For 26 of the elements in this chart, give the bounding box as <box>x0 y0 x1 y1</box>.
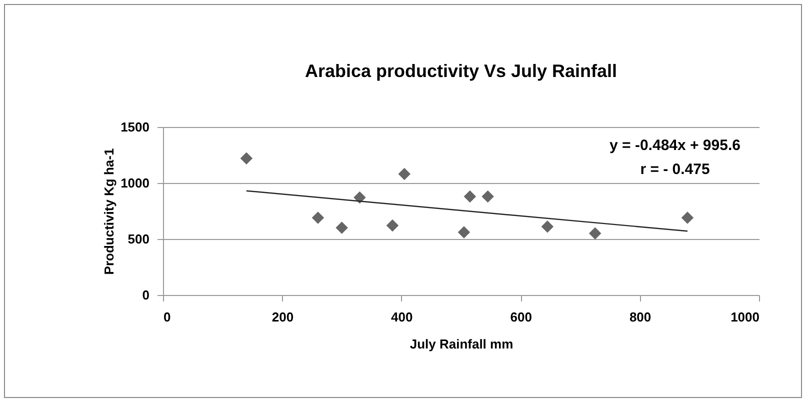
point <box>482 190 494 203</box>
y-tick-label: 1500 <box>120 120 150 134</box>
x-tick-label: 0 <box>164 310 171 324</box>
point <box>681 212 694 224</box>
x-tick-label: 600 <box>510 310 532 324</box>
x-tick-label: 800 <box>629 310 652 324</box>
x-tick-label: 200 <box>272 310 294 324</box>
annotation: r = - 0.475 <box>640 161 710 178</box>
point <box>464 190 476 203</box>
annotation: y = -0.484x + 995.6 <box>610 137 740 154</box>
point <box>398 168 411 180</box>
x-tick-label: 1000 <box>730 310 760 324</box>
y-axis-title: Productivity Kg ha-1 <box>102 148 117 275</box>
point <box>541 220 554 233</box>
point <box>386 219 399 232</box>
chart-title: Arabica productivity Vs July Rainfall <box>304 61 618 81</box>
point <box>312 212 324 224</box>
y-tick-label: 500 <box>128 232 150 246</box>
y-tick-label: 0 <box>142 288 150 302</box>
point <box>336 222 348 234</box>
point <box>240 152 253 164</box>
point <box>588 227 602 240</box>
x-axis-title: July Rainfall mm <box>410 336 514 352</box>
y-tick-label: 1000 <box>120 176 150 190</box>
x-tick-label: 400 <box>391 310 413 324</box>
point <box>458 226 470 238</box>
